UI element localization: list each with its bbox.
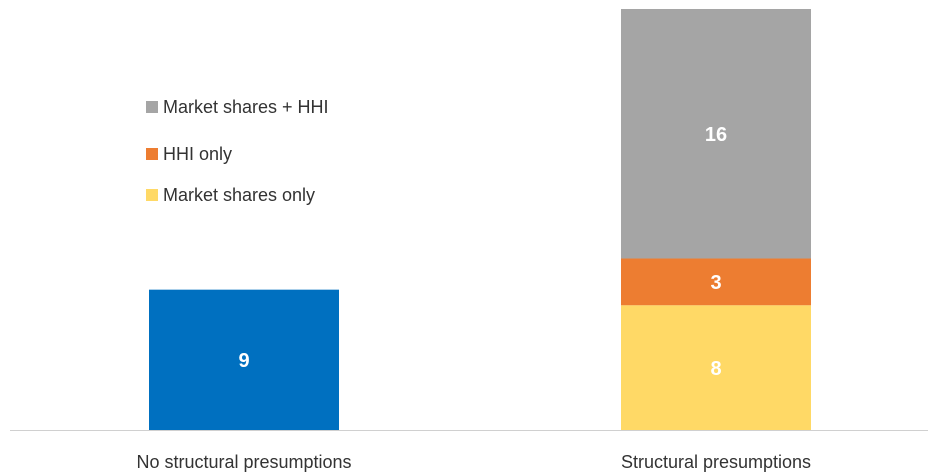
legend-swatch xyxy=(146,189,158,201)
legend-label: Market shares + HHI xyxy=(163,97,329,117)
bar-segment xyxy=(621,9,811,259)
data-label: 9 xyxy=(238,350,249,372)
bar-segment xyxy=(149,289,339,430)
data-label: 16 xyxy=(705,124,727,146)
data-label: 8 xyxy=(710,358,721,380)
x-tick-label: No structural presumptions xyxy=(136,452,351,472)
legend-swatch xyxy=(146,101,158,113)
legend-label: HHI only xyxy=(163,144,232,164)
legend-swatch xyxy=(146,148,158,160)
bar-segment xyxy=(621,258,811,306)
bar-segment xyxy=(621,305,811,430)
legend-label: Market shares only xyxy=(163,185,315,205)
data-label: 3 xyxy=(710,272,721,294)
x-tick-label: Structural presumptions xyxy=(621,452,811,472)
